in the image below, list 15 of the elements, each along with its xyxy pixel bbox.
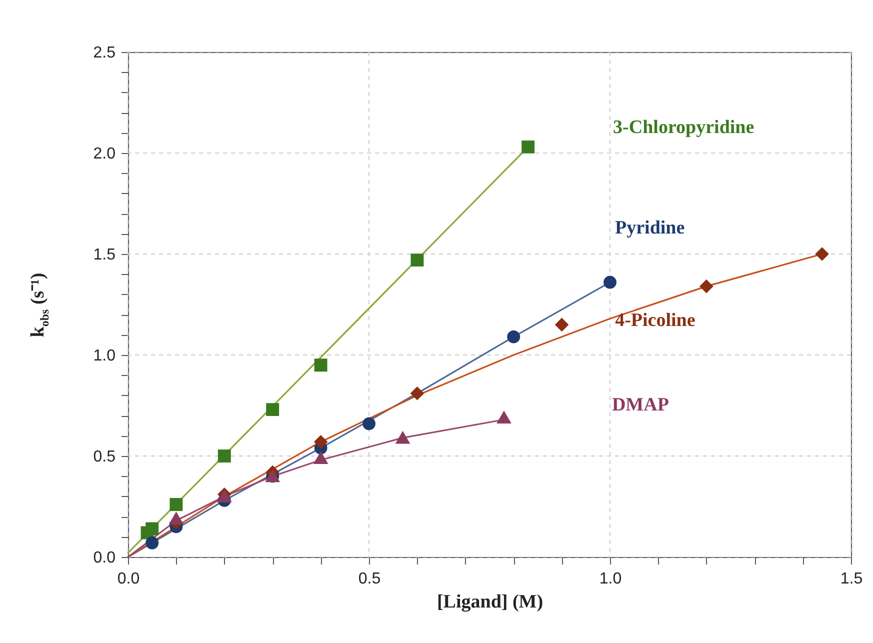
text: Pyridine [615,217,685,238]
x-axis-title: [Ligand] (M) [436,592,544,612]
x-tick-label: 0.5 [358,570,381,588]
x-tick-label: 1.0 [599,570,622,588]
series-label: 4-Picoline [615,310,696,331]
y-tick-label: 2.5 [93,44,116,62]
x-tick-label: 1.5 [840,570,863,588]
text: DMAP [612,394,670,416]
y-tick-label: 0.0 [93,550,116,566]
x-tick-label: 0.0 [117,570,140,588]
y-tick-label: 2.0 [93,146,116,162]
text: 3-Chloropyridine [613,116,754,138]
y-tick-label: 1.0 [93,348,116,364]
y-tick-label: 1.5 [93,246,116,264]
y-tick-label: 0.5 [93,448,116,466]
